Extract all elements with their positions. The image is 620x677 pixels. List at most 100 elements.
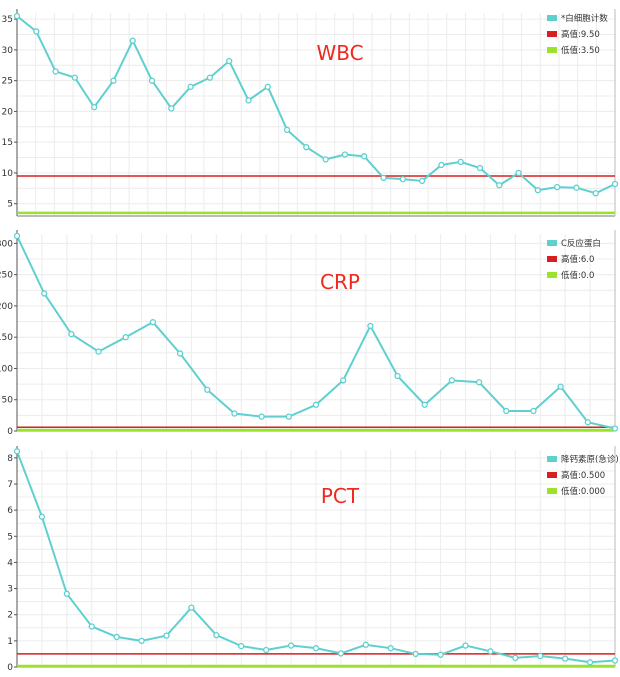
data-point[interactable] <box>341 151 349 158</box>
data-point[interactable] <box>418 177 426 185</box>
legend-swatch[interactable] <box>547 256 557 262</box>
data-point[interactable] <box>448 377 456 384</box>
data-point[interactable] <box>283 126 291 134</box>
data-point[interactable] <box>129 37 136 44</box>
legend-label[interactable]: C反应蛋白 <box>561 238 601 249</box>
data-point[interactable] <box>399 175 406 183</box>
legend-swatch[interactable] <box>547 272 557 278</box>
data-point[interactable] <box>340 377 347 384</box>
data-point[interactable] <box>380 174 387 182</box>
data-point[interactable] <box>562 655 569 662</box>
data-point[interactable] <box>530 407 537 415</box>
data-point[interactable] <box>586 659 594 666</box>
legend-label[interactable]: 低值:0.0 <box>561 270 594 281</box>
data-point[interactable] <box>421 401 428 408</box>
data-point[interactable] <box>457 158 464 166</box>
data-point[interactable] <box>312 645 320 652</box>
data-point[interactable] <box>110 77 117 84</box>
data-point[interactable] <box>68 330 75 338</box>
data-point[interactable] <box>231 410 238 417</box>
legend-swatch[interactable] <box>547 31 557 37</box>
legend-label[interactable]: 降钙素原(急诊) <box>561 454 619 465</box>
data-point[interactable] <box>204 386 211 393</box>
data-point[interactable] <box>361 153 368 160</box>
data-point[interactable] <box>503 407 510 415</box>
data-point[interactable] <box>41 290 48 297</box>
data-point[interactable] <box>226 57 233 65</box>
legend-swatch[interactable] <box>547 456 557 462</box>
data-point[interactable] <box>362 641 369 648</box>
data-point[interactable] <box>206 74 214 81</box>
data-point[interactable] <box>553 183 561 191</box>
data-point[interactable] <box>285 413 292 420</box>
data-point[interactable] <box>487 648 494 655</box>
data-point[interactable] <box>515 169 522 177</box>
data-point[interactable] <box>303 143 310 151</box>
data-point[interactable] <box>573 184 580 191</box>
data-point[interactable] <box>337 650 345 657</box>
data-point[interactable] <box>438 161 445 169</box>
data-point[interactable] <box>322 156 329 163</box>
data-point[interactable] <box>387 645 394 652</box>
legend-swatch[interactable] <box>547 47 557 53</box>
data-point[interactable] <box>263 646 270 654</box>
data-point[interactable] <box>394 372 401 380</box>
data-point[interactable] <box>95 348 102 355</box>
data-point[interactable] <box>149 319 157 326</box>
data-point[interactable] <box>113 633 120 641</box>
y-tick-label: 3 <box>7 585 13 595</box>
legend-swatch[interactable] <box>547 472 557 478</box>
data-point[interactable] <box>611 180 619 188</box>
data-point[interactable] <box>537 652 544 660</box>
data-point[interactable] <box>122 334 129 341</box>
legend-swatch[interactable] <box>547 15 557 21</box>
data-point[interactable] <box>63 590 70 597</box>
data-point[interactable] <box>584 419 591 426</box>
data-point[interactable] <box>176 350 184 357</box>
legend-label[interactable]: 低值:3.50 <box>561 45 600 56</box>
data-point[interactable] <box>611 425 619 432</box>
data-point[interactable] <box>238 642 245 650</box>
data-point[interactable] <box>13 12 21 20</box>
data-point[interactable] <box>287 642 295 649</box>
data-point[interactable] <box>245 97 252 104</box>
data-point[interactable] <box>592 190 599 197</box>
data-point[interactable] <box>496 182 503 189</box>
data-point[interactable] <box>13 448 21 455</box>
data-point[interactable] <box>148 77 156 84</box>
data-point[interactable] <box>437 651 444 658</box>
legend-label[interactable]: 低值:0.000 <box>561 486 605 497</box>
data-point[interactable] <box>512 654 519 661</box>
data-point[interactable] <box>168 105 175 112</box>
data-point[interactable] <box>52 68 59 75</box>
legend-swatch[interactable] <box>547 240 557 246</box>
legend-label[interactable]: *白细胞计数 <box>561 13 608 24</box>
legend-label[interactable]: 高值:9.50 <box>561 29 600 40</box>
data-point[interactable] <box>475 379 483 386</box>
data-point[interactable] <box>367 322 374 330</box>
data-point[interactable] <box>462 642 469 649</box>
legend-swatch[interactable] <box>547 488 557 494</box>
y-tick-label: 6 <box>7 506 13 516</box>
data-point[interactable] <box>476 164 484 172</box>
data-point[interactable] <box>71 74 79 81</box>
data-point[interactable] <box>187 83 194 90</box>
data-point[interactable] <box>91 103 98 111</box>
data-point[interactable] <box>312 401 320 408</box>
legend-label[interactable]: 高值:0.500 <box>561 470 605 481</box>
data-point[interactable] <box>213 631 220 639</box>
legend-label[interactable]: 高值:6.0 <box>561 254 594 265</box>
data-point[interactable] <box>534 187 541 194</box>
data-point[interactable] <box>13 232 21 240</box>
data-point[interactable] <box>38 513 46 520</box>
data-point[interactable] <box>163 632 170 639</box>
data-point[interactable] <box>557 383 564 390</box>
data-point[interactable] <box>258 413 265 420</box>
data-point[interactable] <box>412 650 419 658</box>
data-point[interactable] <box>188 604 195 611</box>
data-point[interactable] <box>611 657 619 664</box>
data-point[interactable] <box>33 28 40 35</box>
data-point[interactable] <box>138 637 145 645</box>
data-point[interactable] <box>88 623 95 630</box>
data-point[interactable] <box>264 83 271 90</box>
